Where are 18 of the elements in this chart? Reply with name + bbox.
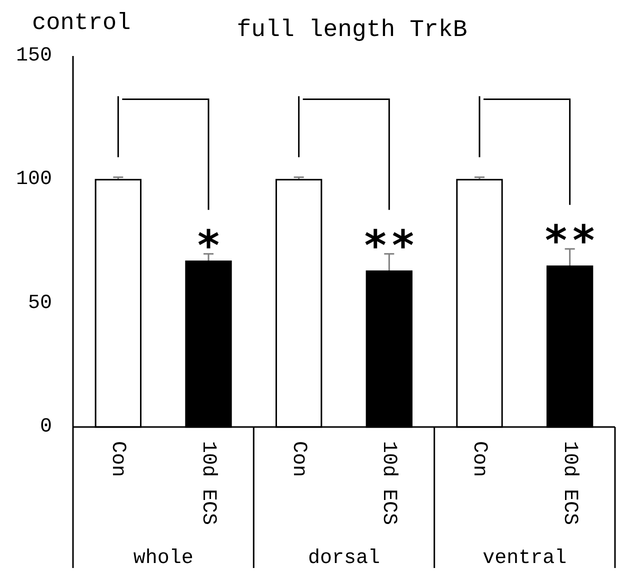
chart-title: full length TrkB <box>236 17 468 44</box>
text: Con <box>468 441 491 478</box>
text: 10d ECS <box>378 441 401 526</box>
text: 10d ECS <box>558 441 582 526</box>
y-axis-title: control <box>32 10 131 37</box>
annotation: * * <box>545 216 595 265</box>
x-tick-label: dorsal <box>308 547 380 570</box>
x-tick-label: whole <box>133 547 194 570</box>
annotation: * * <box>364 220 414 270</box>
y-tick-label: 0 <box>40 416 52 438</box>
y-tick-label: 150 <box>16 44 52 68</box>
text: 10d ECS <box>197 441 220 526</box>
annotation: * <box>198 220 220 270</box>
y-tick-label: 50 <box>28 292 52 315</box>
x-tick-label: ventral <box>482 547 567 570</box>
text: Con <box>287 441 310 478</box>
text: Con <box>106 441 130 478</box>
y-tick-label: 100 <box>16 168 52 192</box>
